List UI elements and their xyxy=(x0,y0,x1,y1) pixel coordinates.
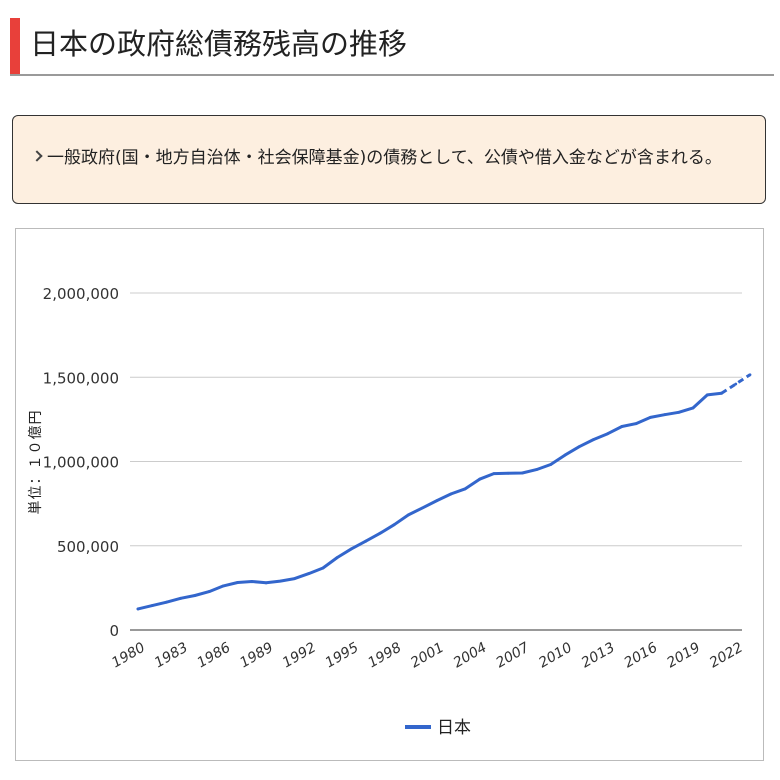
note-box: 一般政府(国・地方自治体・社会保障基金)の債務として、公債や借入金などが含まれる… xyxy=(12,115,766,204)
data-point xyxy=(293,577,296,581)
y-tick-label: 2,000,000 xyxy=(43,285,119,303)
title-bar: 日本の政府総債務残高の推移 xyxy=(0,0,780,76)
note-text: 一般政府(国・地方自治体・社会保障基金)の債務として、公債や借入金などが含まれる… xyxy=(47,148,722,168)
y-tick-label: 0 xyxy=(109,622,119,640)
data-point xyxy=(720,391,723,395)
x-tick-label: 1998 xyxy=(365,640,404,672)
x-tick-label: 2019 xyxy=(664,640,703,672)
title-accent-bar xyxy=(10,18,20,74)
data-point xyxy=(449,492,453,496)
data-point xyxy=(463,487,467,491)
series-line-estimate xyxy=(720,373,751,395)
x-tick-labels: 1980 1983 1986 1989 1992 1995 1998 2001 2004 2007… xyxy=(109,640,746,672)
data-point xyxy=(364,539,368,543)
data-point xyxy=(207,590,211,593)
data-point xyxy=(606,432,610,436)
y-tick-label: 1,000,000 xyxy=(43,454,119,472)
data-point xyxy=(691,406,695,410)
data-point xyxy=(193,594,197,597)
data-point xyxy=(264,581,268,585)
data-point xyxy=(236,581,240,584)
x-tick-label: 1980 xyxy=(109,640,148,672)
x-tick-label: 2010 xyxy=(536,640,575,672)
data-point xyxy=(549,463,553,466)
data-point xyxy=(492,472,496,476)
series-layer xyxy=(136,373,752,611)
grid-layer xyxy=(130,292,742,631)
y-tick-labels: 0 500,000 1,000,000 1,500,000 2,000,000 xyxy=(43,285,119,640)
data-point xyxy=(179,596,183,600)
data-point xyxy=(634,422,638,425)
data-point xyxy=(648,415,652,419)
x-tick-label: 1992 xyxy=(280,640,319,672)
data-point xyxy=(407,513,410,517)
y-tick-label: 500,000 xyxy=(57,538,119,556)
data-point xyxy=(563,453,567,457)
legend: 日本 xyxy=(405,718,471,738)
x-tick-label: 1986 xyxy=(195,640,234,672)
x-tick-label: 1995 xyxy=(323,640,362,672)
data-point xyxy=(136,607,140,611)
x-tick-label: 1989 xyxy=(237,640,276,672)
x-tick-label: 2004 xyxy=(451,640,490,672)
x-tick-label: 2007 xyxy=(493,640,532,672)
data-point xyxy=(663,413,667,417)
data-point xyxy=(165,600,168,604)
data-point xyxy=(520,471,524,475)
y-axis-label: 単位：１０億円 xyxy=(28,410,44,515)
data-point xyxy=(278,579,282,583)
data-point xyxy=(321,566,325,570)
data-point xyxy=(577,445,581,449)
data-point xyxy=(307,572,311,575)
data-point xyxy=(535,468,538,471)
data-point xyxy=(677,410,681,414)
x-tick-label: 2013 xyxy=(579,640,618,672)
data-point xyxy=(435,499,439,502)
x-tick-label: 2016 xyxy=(622,640,661,672)
data-point xyxy=(592,438,595,441)
data-point xyxy=(421,506,425,510)
data-point xyxy=(748,373,752,377)
x-tick-label: 2001 xyxy=(408,640,447,672)
page-title: 日本の政府総債務残高の推移 xyxy=(30,27,408,61)
data-point xyxy=(221,584,225,588)
data-point xyxy=(378,531,382,535)
data-point xyxy=(150,604,154,607)
x-tick-label: 1983 xyxy=(152,640,191,672)
data-point xyxy=(620,425,624,428)
data-point xyxy=(734,382,738,386)
data-point xyxy=(506,471,510,475)
x-tick-label: 2022 xyxy=(707,640,746,672)
data-point xyxy=(250,580,254,583)
data-point xyxy=(335,556,339,559)
data-point xyxy=(705,393,709,397)
series-line-actual xyxy=(136,391,723,611)
data-point xyxy=(478,477,481,481)
chart-frame xyxy=(15,228,764,761)
title-divider xyxy=(10,74,774,76)
legend-label: 日本 xyxy=(437,718,471,738)
y-tick-label: 1,500,000 xyxy=(43,369,119,387)
data-point xyxy=(392,523,396,527)
data-point xyxy=(350,547,353,551)
